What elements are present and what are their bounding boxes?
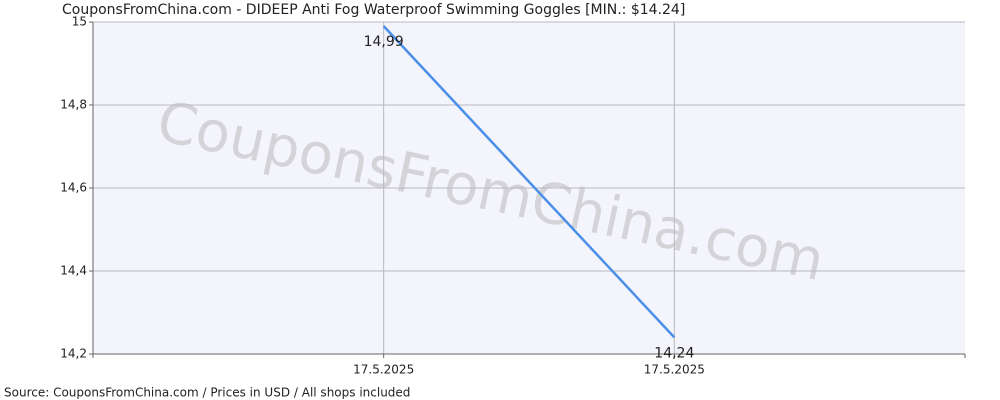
y-tick-label: 14,6 (60, 181, 87, 195)
x-tick-label: 17.5.2025 (644, 363, 705, 377)
y-tick-label: 15 (72, 15, 87, 29)
data-label: 14,24 (654, 345, 694, 361)
data-label: 14,99 (364, 34, 404, 50)
chart-title: CouponsFromChina.com - DIDEEP Anti Fog W… (62, 2, 685, 18)
y-tick-label: 14,8 (60, 98, 87, 112)
x-tick-label: 17.5.2025 (353, 363, 414, 377)
y-tick-label: 14,4 (60, 264, 87, 278)
line-series (382, 25, 676, 339)
y-tick-label: 14,2 (60, 347, 87, 361)
source-note: Source: CouponsFromChina.com / Prices in… (4, 386, 410, 400)
